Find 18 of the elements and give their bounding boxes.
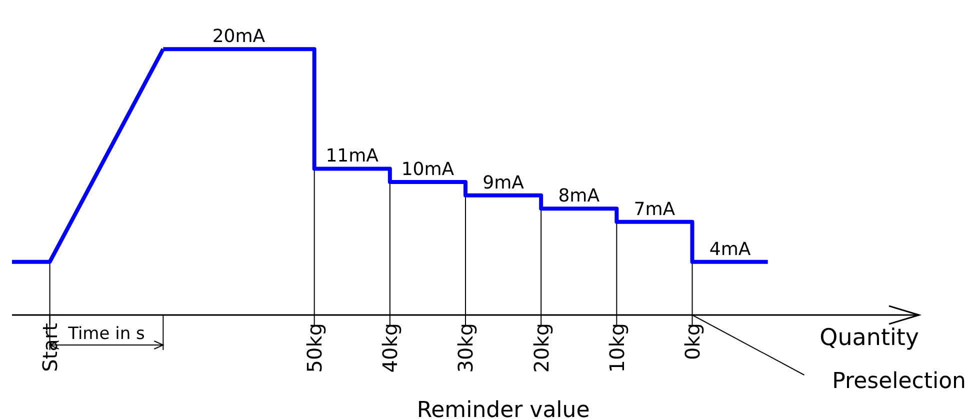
x-axis-title: Quantity bbox=[820, 325, 919, 351]
x-tick-label: 0kg bbox=[680, 323, 704, 360]
x-tick-label: Start bbox=[38, 322, 62, 372]
data-label: 9mA bbox=[482, 172, 525, 194]
data-label: 8mA bbox=[558, 186, 600, 207]
text: Time in s bbox=[67, 324, 146, 344]
x-tick-label: 30kg bbox=[454, 323, 478, 373]
x-tick-label: 40kg bbox=[378, 323, 402, 373]
data-label: 11mA bbox=[326, 146, 380, 167]
data-label: 7mA bbox=[634, 198, 676, 220]
x-tick-label: 20kg bbox=[529, 323, 554, 373]
x-tick-label: 50kg bbox=[302, 323, 327, 373]
text: Reminder value bbox=[416, 398, 590, 419]
data-label: 20mA bbox=[212, 26, 266, 48]
x-tick-label: 10kg bbox=[604, 323, 629, 373]
data-label: 10mA bbox=[401, 159, 455, 180]
text: Preselection bbox=[832, 369, 966, 394]
data-label: 4mA bbox=[709, 238, 752, 260]
